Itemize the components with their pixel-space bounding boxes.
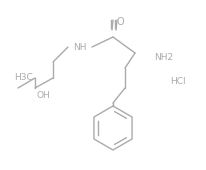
Text: OH: OH (36, 90, 50, 99)
Text: HCl: HCl (170, 78, 186, 87)
Text: O: O (116, 17, 124, 27)
Text: NH2: NH2 (154, 54, 173, 63)
Text: H3C: H3C (14, 73, 33, 82)
Text: NH: NH (73, 42, 87, 52)
